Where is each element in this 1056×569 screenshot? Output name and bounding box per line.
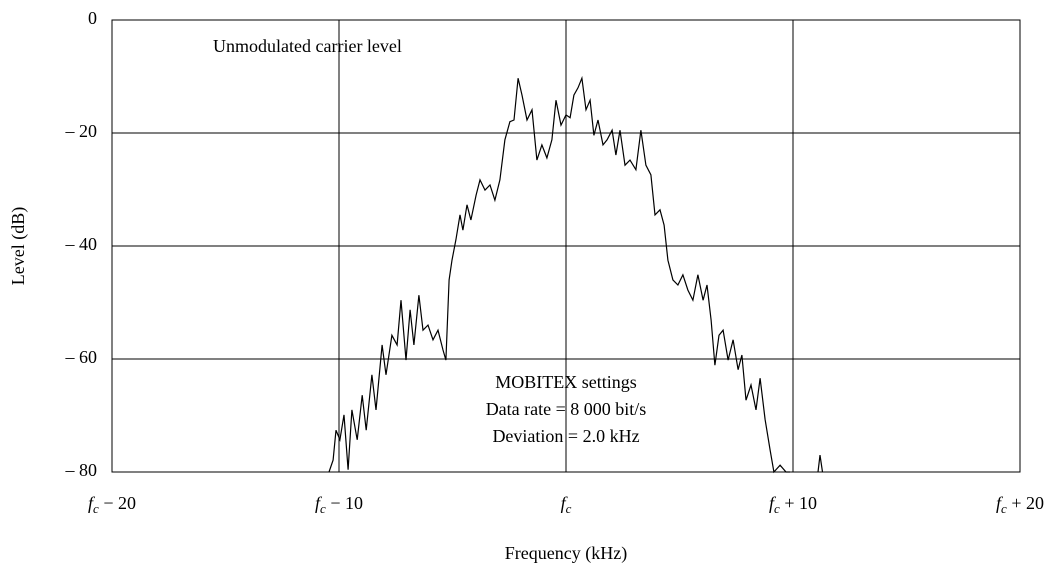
y-tick-label: – 80 [65, 460, 98, 480]
x-axis-label: Frequency (kHz) [505, 543, 627, 564]
x-tick-label: fc − 10 [315, 493, 363, 516]
y-tick-label: – 20 [65, 121, 98, 141]
annotation: Unmodulated carrier level [213, 36, 402, 56]
y-tick-label: – 40 [65, 234, 98, 254]
y-tick-label: 0 [88, 8, 97, 28]
x-tick-label: fc + 10 [769, 493, 817, 516]
x-tick-label: fc + 20 [996, 493, 1044, 516]
y-tick-label: – 60 [65, 347, 98, 367]
y-axis-label: Level (dB) [8, 207, 29, 285]
x-tick-label: fc − 20 [88, 493, 136, 516]
x-tick-label: fc [561, 493, 572, 516]
data-line [328, 75, 824, 474]
